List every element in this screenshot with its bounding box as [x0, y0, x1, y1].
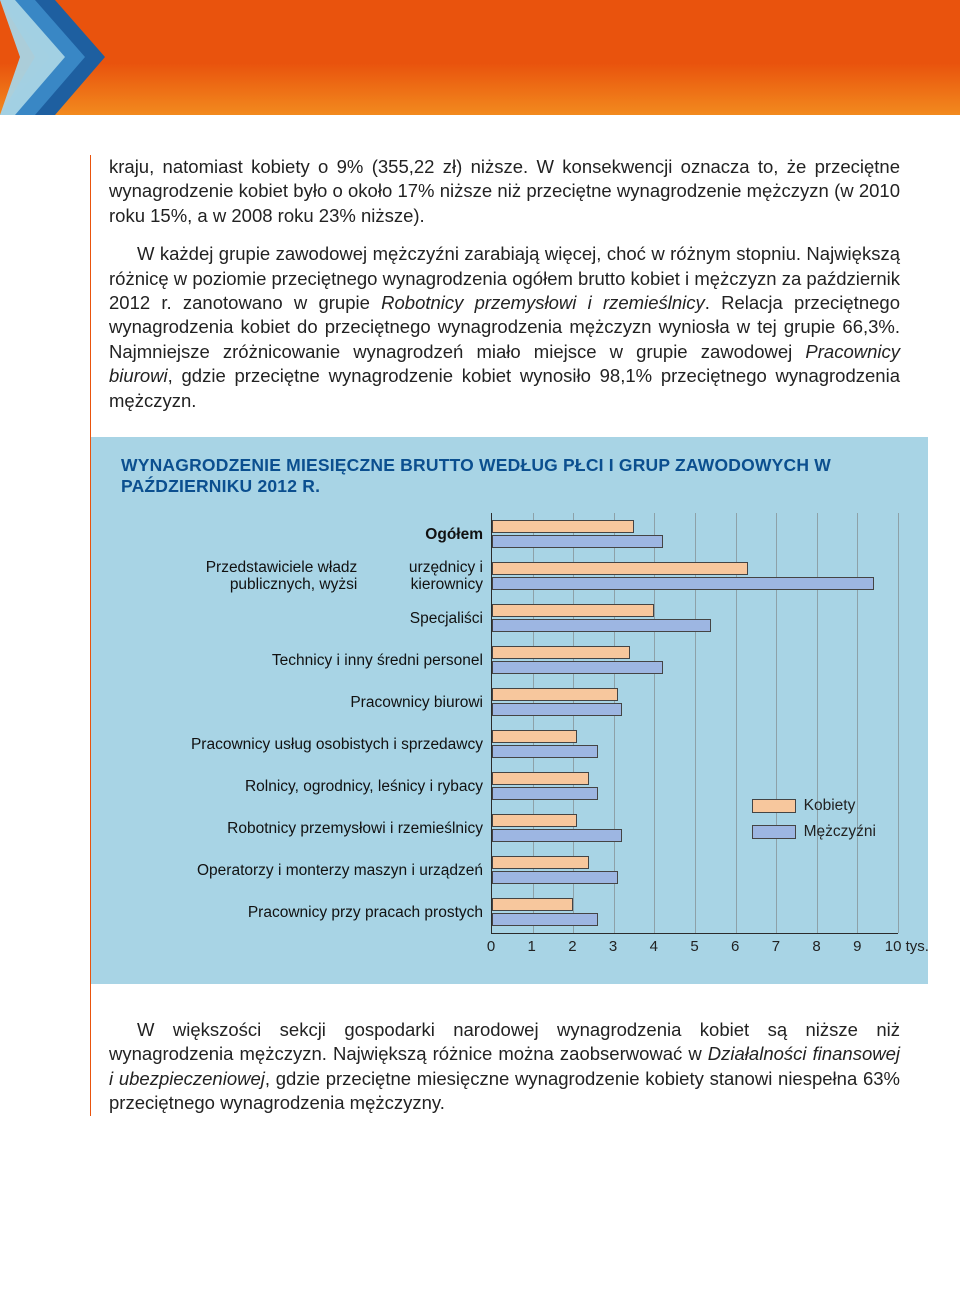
bar-kobiety — [492, 772, 589, 785]
bar-row — [492, 639, 898, 681]
category-label: Technicy i inny średni personel — [121, 639, 491, 681]
bar-row — [492, 849, 898, 891]
category-label: Rolnicy, ogrodnicy, leśnicy i rybacy — [121, 765, 491, 807]
x-tick: 10 tys. — [885, 938, 929, 955]
legend: Kobiety Mężczyźni — [752, 797, 876, 849]
swatch-kobiety — [752, 799, 796, 813]
header-chevron-motif — [0, 0, 135, 115]
legend-item-kobiety: Kobiety — [752, 797, 876, 815]
p2-italic-1: Robotnicy przemysłowi i rzemieślnicy — [381, 292, 705, 313]
bar-kobiety — [492, 646, 630, 659]
x-axis-ticks: 012345678910 tys. — [491, 934, 898, 962]
x-tick: 7 — [772, 938, 780, 955]
paragraph-3: W większości sekcji gospodarki narodowej… — [109, 1008, 900, 1116]
x-tick: 0 — [487, 938, 495, 955]
chart-plot: Kobiety Mężczyźni — [491, 513, 898, 934]
bar-mezczyzni — [492, 619, 711, 632]
bar-kobiety — [492, 814, 577, 827]
legend-label-mezczyzni: Mężczyźni — [804, 823, 876, 841]
paragraph-2: W każdej grupie zawodowej mężczyźni zara… — [109, 242, 900, 413]
x-tick: 1 — [528, 938, 536, 955]
x-tick: 8 — [812, 938, 820, 955]
bar-mezczyzni — [492, 577, 874, 590]
x-tick: 3 — [609, 938, 617, 955]
x-tick: 2 — [568, 938, 576, 955]
x-tick: 6 — [731, 938, 739, 955]
bar-row — [492, 891, 898, 933]
bar-kobiety — [492, 604, 654, 617]
gridline — [898, 513, 899, 933]
x-tick: 5 — [690, 938, 698, 955]
bar-mezczyzni — [492, 871, 618, 884]
bar-kobiety — [492, 898, 573, 911]
bar-row — [492, 723, 898, 765]
chart-panel: WYNAGRODZENIE MIESIĘCZNE BRUTTO WEDŁUG P… — [91, 437, 928, 984]
bar-kobiety — [492, 688, 618, 701]
category-label: Ogółem — [121, 513, 491, 555]
y-axis-labels: OgółemPrzedstawiciele władz publicznych,… — [121, 513, 491, 934]
bar-kobiety — [492, 520, 634, 533]
bar-mezczyzni — [492, 913, 598, 926]
left-rule-block: kraju, natomiast kobiety o 9% (355,22 zł… — [90, 155, 900, 1116]
category-label: Pracownicy usług osobistych i sprzedawcy — [121, 723, 491, 765]
paragraph-1: kraju, natomiast kobiety o 9% (355,22 zł… — [109, 155, 900, 228]
category-label: Pracownicy biurowi — [121, 681, 491, 723]
bar-kobiety — [492, 562, 748, 575]
legend-item-mezczyzni: Mężczyźni — [752, 823, 876, 841]
category-label: Specjaliści — [121, 597, 491, 639]
category-label: Operatorzy i monterzy maszyn i urządzeń — [121, 849, 491, 891]
swatch-mezczyzni — [752, 825, 796, 839]
bar-mezczyzni — [492, 829, 622, 842]
bar-kobiety — [492, 730, 577, 743]
bar-row — [492, 513, 898, 555]
bar-mezczyzni — [492, 745, 598, 758]
x-axis: 012345678910 tys. — [121, 934, 898, 962]
bar-row — [492, 555, 898, 597]
category-label: Pracownicy przy pracach prostych — [121, 891, 491, 933]
bar-mezczyzni — [492, 535, 663, 548]
bar-mezczyzni — [492, 787, 598, 800]
bar-mezczyzni — [492, 703, 622, 716]
category-label: Przedstawiciele władz publicznych, wyżsi… — [121, 555, 491, 597]
category-label: Robotnicy przemysłowi i rzemieślnicy — [121, 807, 491, 849]
x-tick: 4 — [650, 938, 658, 955]
x-tick: 9 — [853, 938, 861, 955]
bar-row — [492, 681, 898, 723]
page-content: kraju, natomiast kobiety o 9% (355,22 zł… — [0, 115, 960, 1160]
legend-label-kobiety: Kobiety — [804, 797, 856, 815]
p2-part-e: , gdzie przeciętne wynagrodzenie kobiet … — [109, 365, 900, 410]
bar-kobiety — [492, 856, 589, 869]
chart-area: OgółemPrzedstawiciele władz publicznych,… — [121, 513, 898, 962]
bar-mezczyzni — [492, 661, 663, 674]
header-band — [0, 0, 960, 115]
chart-title: WYNAGRODZENIE MIESIĘCZNE BRUTTO WEDŁUG P… — [121, 455, 898, 497]
bar-row — [492, 597, 898, 639]
